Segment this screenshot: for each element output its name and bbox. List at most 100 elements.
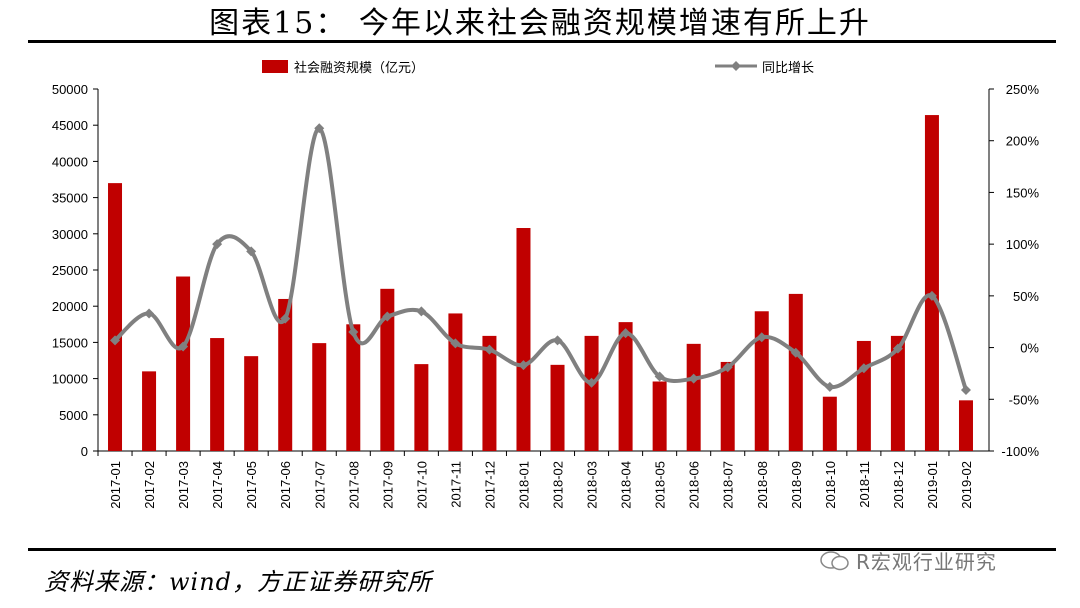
- bar: [516, 228, 531, 451]
- growth-point: [790, 347, 801, 358]
- x-tick-label: 2017-09: [380, 461, 395, 509]
- growth-point: [110, 335, 121, 346]
- legend-line-marker: [731, 61, 741, 71]
- bar: [482, 335, 497, 451]
- growth-point: [858, 363, 869, 374]
- wechat-icon: [820, 550, 849, 570]
- x-tick-label: 2017-07: [312, 461, 327, 509]
- x-tick-label: 2019-02: [959, 461, 974, 509]
- x-tick-label: 2019-01: [925, 461, 940, 509]
- growth-point: [756, 332, 767, 343]
- x-tick-label: 2018-05: [653, 461, 668, 509]
- bar: [346, 324, 361, 451]
- bar: [142, 371, 157, 451]
- chart-canvas: 社会融资规模（亿元） 同比增长 0 5000 10000 15000 20000 2500…: [52, 60, 1040, 509]
- bar: [550, 364, 565, 451]
- growth-point: [246, 246, 257, 257]
- left-tick-label: 30000: [52, 227, 88, 242]
- right-tick-label: 200%: [1006, 134, 1040, 149]
- growth-point: [416, 306, 427, 317]
- growth-point: [212, 239, 223, 250]
- legend-line-label: 同比增长: [762, 61, 814, 76]
- growth-point: [144, 308, 155, 319]
- growth-point: [484, 344, 495, 355]
- growth-point: [926, 290, 937, 301]
- watermark-text: R宏观行业研究: [856, 550, 997, 574]
- x-tick-label: 2018-09: [789, 461, 804, 509]
- source-note: 资料来源：wind，方正证券研究所: [44, 568, 433, 596]
- right-tick-label: 100%: [1006, 237, 1040, 252]
- x-tick-label: 2018-06: [687, 461, 702, 509]
- x-tick-label: 2017-05: [244, 461, 259, 509]
- x-tick-label: 2017-01: [108, 461, 123, 509]
- growth-point: [178, 341, 189, 352]
- x-tick-label: 2018-10: [823, 461, 838, 509]
- x-axis-labels: 2017-01 2017-02 2017-03 2017-04 2017-05 2017-…: [97, 451, 974, 509]
- bar: [754, 311, 769, 451]
- growth-point: [688, 373, 699, 384]
- watermark: R宏观行业研究: [820, 546, 997, 575]
- x-tick-label: 2017-10: [414, 461, 429, 509]
- bar: [652, 381, 667, 451]
- bar: [414, 364, 429, 451]
- growth-point: [348, 327, 359, 338]
- x-tick-label: 2017-03: [176, 461, 191, 509]
- bar: [448, 313, 463, 451]
- bar: [720, 361, 735, 451]
- x-tick-label: 2017-11: [448, 461, 463, 508]
- right-tick-label: 50%: [1013, 289, 1039, 304]
- axes: 0 5000 10000 15000 20000 25000 30000 35000 40000…: [52, 82, 1040, 459]
- top-rule: [28, 40, 1056, 43]
- growth-point: [824, 381, 835, 392]
- x-tick-label: 2017-04: [210, 461, 225, 509]
- left-tick-label: 10000: [52, 372, 88, 387]
- bar: [788, 293, 803, 451]
- growth-point: [892, 343, 903, 354]
- x-tick-label: 2018-07: [721, 461, 736, 509]
- bar-series: [108, 115, 973, 452]
- bar: [584, 335, 599, 451]
- chart-title: 图表15： 今年以来社会融资规模增速有所上升: [209, 6, 871, 41]
- growth-point: [586, 377, 597, 388]
- left-tick-label: 0: [81, 444, 88, 459]
- x-tick-label: 2018-04: [619, 461, 634, 509]
- growth-point: [450, 338, 461, 349]
- left-tick-label: 45000: [52, 118, 88, 133]
- legend-bar-swatch: [262, 60, 288, 73]
- growth-point: [722, 362, 733, 373]
- right-tick-label: -50%: [1009, 392, 1040, 407]
- left-tick-label: 50000: [52, 82, 88, 97]
- bar: [210, 338, 225, 451]
- bar: [618, 322, 633, 451]
- x-tick-label: 2018-01: [516, 461, 531, 509]
- growth-line-series: [110, 123, 971, 395]
- x-tick-label: 2018-08: [755, 461, 770, 509]
- growth-point: [960, 384, 971, 395]
- left-tick-label: 5000: [59, 408, 88, 423]
- x-tick-label: 2018-03: [585, 461, 600, 509]
- bar: [822, 396, 837, 451]
- bar: [312, 343, 327, 451]
- bar: [278, 298, 293, 451]
- left-tick-label: 15000: [52, 335, 88, 350]
- bar: [244, 356, 259, 451]
- x-tick-label: 2017-12: [482, 461, 497, 509]
- right-tick-label: 150%: [1006, 185, 1040, 200]
- x-tick-label: 2017-02: [142, 461, 157, 509]
- right-tick-label: -100%: [1001, 444, 1039, 459]
- bar: [856, 340, 871, 451]
- bottom-rule: [28, 548, 1056, 551]
- growth-point: [552, 335, 563, 346]
- x-tick-label: 2018-02: [551, 461, 566, 509]
- left-tick-label: 20000: [52, 299, 88, 314]
- legend: 社会融资规模（亿元） 同比增长: [262, 60, 814, 76]
- x-tick-label: 2018-12: [891, 461, 906, 509]
- left-tick-label: 25000: [52, 263, 88, 278]
- left-tick-label: 40000: [52, 154, 88, 169]
- bar: [176, 276, 191, 451]
- growth-line: [113, 126, 968, 391]
- x-tick-label: 2017-08: [346, 461, 361, 509]
- bar: [380, 288, 395, 451]
- growth-point: [620, 328, 631, 339]
- growth-point: [654, 371, 665, 382]
